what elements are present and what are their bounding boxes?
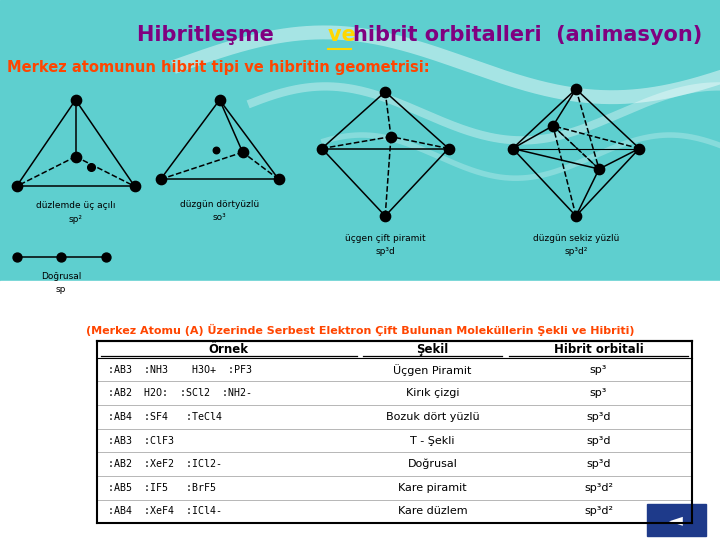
Point [129,182,140,191]
Point [214,96,225,104]
Text: Bozuk dört yüzlü: Bozuk dört yüzlü [386,412,480,422]
Text: Kirık çizgi: Kirık çizgi [406,388,459,398]
Text: ve: ve [328,25,363,45]
Text: T - Şekli: T - Şekli [410,436,455,446]
Point [593,165,605,173]
Point [443,144,454,153]
Text: sp³d: sp³d [586,436,611,446]
Text: Doğrusal: Doğrusal [408,459,457,469]
Text: Kare piramit: Kare piramit [398,483,467,493]
Text: :AB5  :IF5   :BrF5: :AB5 :IF5 :BrF5 [108,483,216,493]
Text: Doğrusal: Doğrusal [41,272,81,281]
Text: düzgün sekiz yüzlü: düzgün sekiz yüzlü [533,234,619,243]
Point [316,144,328,153]
Text: düzgün dörtyüzlü: düzgün dörtyüzlü [180,200,259,209]
Point [55,252,67,261]
Point [570,212,582,220]
Text: :AB2  :XeF2  :ICl2-: :AB2 :XeF2 :ICl2- [108,459,222,469]
Text: sp²: sp² [68,215,83,224]
Text: Örnek: Örnek [209,343,248,356]
Point [70,152,81,161]
Text: sp³d²: sp³d² [584,507,613,516]
Point [100,252,112,261]
Point [547,122,559,130]
Point [570,85,582,93]
Text: sp³d: sp³d [375,247,395,256]
Text: Şekil: Şekil [416,343,449,356]
Text: Üçgen Piramit: Üçgen Piramit [393,363,472,375]
Text: Kare düzlem: Kare düzlem [397,507,467,516]
Point [379,87,391,96]
Text: sp: sp [56,285,66,294]
Text: :AB4  :XeF4  :ICl4-: :AB4 :XeF4 :ICl4- [108,507,222,516]
Text: so³: so³ [212,213,227,222]
Text: Hibrit orbitali: Hibrit orbitali [554,343,644,356]
Text: (Merkez Atomu (A) Üzerinde Serbest Elektron Çift Bulunan Moleküllerin Şekli ve H: (Merkez Atomu (A) Üzerinde Serbest Elekt… [86,325,634,336]
Text: ◄: ◄ [669,511,683,529]
Bar [0,0,720,281]
Point [86,163,97,172]
Point [11,252,22,261]
Text: sp³d: sp³d [586,459,611,469]
Point [70,96,81,104]
Text: sp³d²: sp³d² [584,483,613,493]
Point [634,144,645,153]
Point [210,146,222,154]
Text: :AB3  :NH3    H3O+  :PF3: :AB3 :NH3 H3O+ :PF3 [108,364,252,375]
Bar [647,504,706,536]
Text: :AB2  H2O:  :SCl2  :NH2-: :AB2 H2O: :SCl2 :NH2- [108,388,252,398]
Text: sp³d²: sp³d² [564,247,588,256]
Point [11,182,22,191]
Point [237,148,248,157]
Text: hibrit orbitalleri  (animasyon): hibrit orbitalleri (animasyon) [353,25,702,45]
Point [379,212,391,220]
Text: :AB3  :ClF3: :AB3 :ClF3 [108,436,174,446]
Text: üçgen çift piramit: üçgen çift piramit [345,234,426,243]
Text: :AB4  :SF4   :TeCl4: :AB4 :SF4 :TeCl4 [108,412,222,422]
Point [507,144,518,153]
Bar [0,281,720,540]
Point [385,132,397,141]
Text: düzlemde üç açılı: düzlemde üç açılı [36,201,115,210]
Text: Hibritleşme: Hibritleşme [137,25,281,45]
Text: Merkez atomunun hibrit tipi ve hibritin geometrisi:: Merkez atomunun hibrit tipi ve hibritin … [7,60,430,75]
Point [273,175,284,184]
Text: sp³: sp³ [590,388,607,398]
Text: sp³d: sp³d [586,412,611,422]
Text: sp³: sp³ [590,364,607,375]
Point [155,175,166,184]
